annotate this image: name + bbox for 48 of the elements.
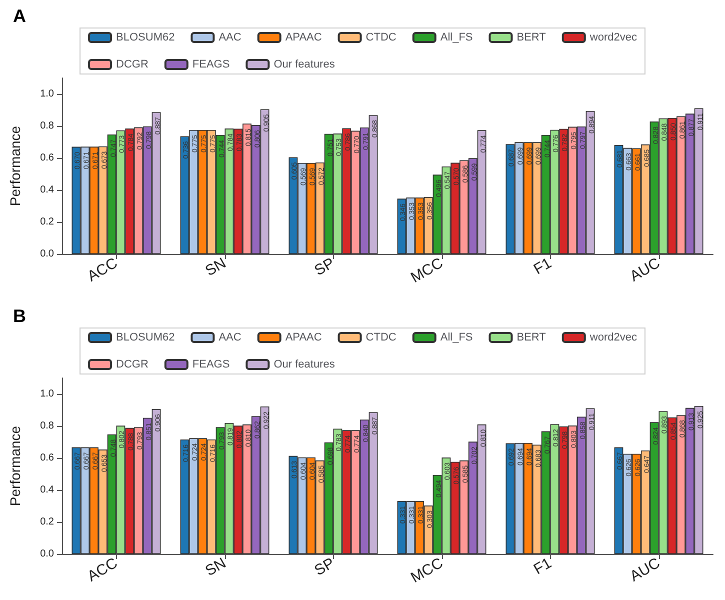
- legend-label: AAC: [218, 332, 242, 344]
- x-tick-label: MCC: [408, 554, 446, 586]
- x-tick-label: F1: [530, 554, 554, 578]
- y-tick-label: 0.8: [40, 120, 54, 132]
- legend-label: Our features: [274, 358, 336, 370]
- legend-label: Our features: [274, 58, 336, 70]
- x-tick-label: ACC: [84, 554, 121, 586]
- y-tick-label: 0.8: [40, 420, 54, 432]
- legend-label: BERT: [516, 332, 546, 344]
- x-tick-label: ACC: [84, 254, 121, 286]
- legend-label: BERT: [516, 32, 546, 44]
- y-axis-title: Performance: [7, 426, 23, 506]
- y-tick-label: 0.6: [40, 452, 54, 464]
- legend-label: word2vec: [588, 332, 638, 344]
- legend-label: BLOSUM62: [116, 32, 175, 44]
- x-tick-label: MCC: [408, 254, 446, 286]
- legend-label: BLOSUM62: [116, 332, 175, 344]
- legend-label: CTDC: [366, 332, 396, 344]
- legend-label: DCGR: [116, 58, 148, 70]
- legend-label: FEAGS: [192, 358, 230, 370]
- y-tick-label: 0.0: [40, 248, 54, 260]
- legend-label: APAAC: [285, 332, 322, 344]
- legend-label: AAC: [218, 32, 242, 44]
- x-tick-label: SP: [312, 254, 338, 280]
- legend-label: DCGR: [116, 358, 148, 370]
- x-tick-label: F1: [530, 254, 554, 278]
- legend-label: FEAGS: [192, 58, 230, 70]
- x-tick-label: AUC: [627, 254, 664, 286]
- y-tick-label: 0.2: [40, 516, 54, 528]
- legend-label: APAAC: [285, 32, 322, 44]
- chart-title: B: [13, 306, 26, 326]
- x-tick-label: AUC: [627, 554, 664, 586]
- legend-label: CTDC: [366, 32, 396, 44]
- legend-label: All_FS: [440, 32, 473, 44]
- y-axis-title: Performance: [7, 126, 23, 206]
- legend-label: word2vec: [588, 32, 638, 44]
- y-tick-label: 1.0: [40, 88, 54, 100]
- legend-label: All_FS: [440, 332, 473, 344]
- y-tick-label: 0.0: [40, 548, 54, 560]
- y-tick-label: 0.6: [40, 152, 54, 164]
- y-tick-label: 0.4: [40, 484, 54, 496]
- y-tick-label: 0.4: [40, 184, 54, 196]
- x-tick-label: SP: [312, 554, 338, 580]
- y-tick-label: 1.0: [40, 388, 54, 400]
- x-tick-label: SN: [202, 554, 229, 580]
- chart-title: A: [13, 6, 26, 26]
- y-tick-label: 0.2: [40, 216, 54, 228]
- x-tick-label: SN: [202, 254, 229, 280]
